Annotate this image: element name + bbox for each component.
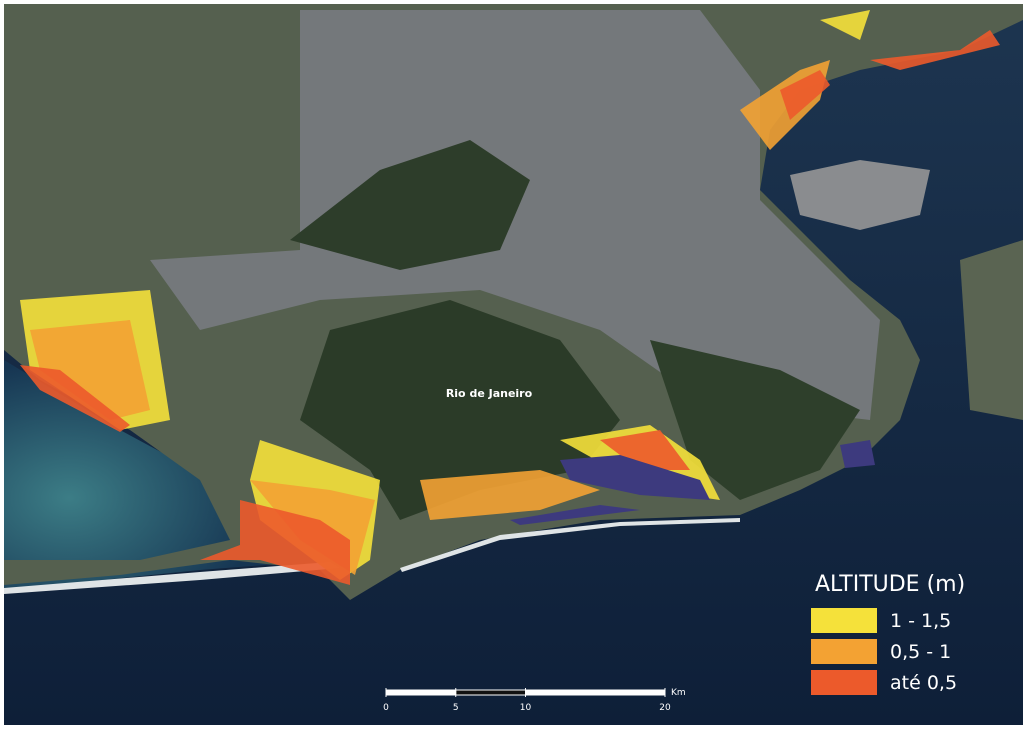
legend-label: 1 - 1,5 [890,610,951,632]
scale-segment [455,689,526,696]
island [790,160,930,230]
land-east [960,240,1023,420]
scale-tick-label: 0 [383,703,389,713]
scale-segment [525,689,666,696]
flood-patch [870,30,1000,70]
flood-zones [20,10,1000,585]
flood-patch [30,320,150,420]
forest-massif [290,140,530,270]
flood-patch [820,10,870,40]
scale-segment [385,689,457,696]
flood-patch [420,470,600,520]
legend-label: até 0,5 [890,672,957,694]
scale-tick-label: 20 [659,703,671,713]
forest-massif [650,340,860,500]
legend: ALTITUDE (m) 1 - 1,5 0,5 - 1 até 0,5 [811,572,965,695]
beach [400,518,740,572]
flood-patch [780,70,830,120]
flood-patch [200,500,350,585]
legend-swatch [811,670,877,695]
forest-massif [300,300,620,520]
flood-patch [20,365,130,432]
flood-patch [600,430,690,470]
legend-title: ALTITUDE (m) [815,572,965,597]
legend-swatch [811,608,877,633]
below-sea-level [510,440,875,525]
place-label: Rio de Janeiro [446,387,533,400]
scale-tick-label: 5 [453,703,459,713]
legend-label: 0,5 - 1 [890,641,951,663]
scale-tick-label: 10 [520,703,532,713]
legend-swatch [811,639,877,664]
scale-unit: Km [671,688,686,698]
beach [4,562,340,594]
